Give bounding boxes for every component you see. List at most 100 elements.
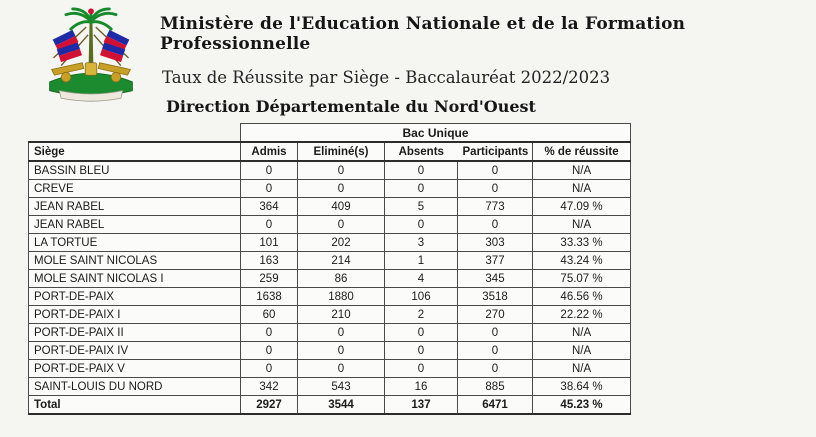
value-cell: 259: [240, 269, 298, 288]
value-cell: 0: [240, 359, 298, 378]
corner-empty-cell: [29, 124, 241, 143]
siege-cell: Total: [28, 395, 241, 415]
column-header-elimines: Eliminé(s): [297, 141, 385, 162]
value-cell: 38.64 %: [531, 377, 632, 396]
value-cell: 0: [240, 160, 298, 180]
siege-cell: PORT-DE-PAIX: [28, 287, 241, 306]
value-cell: 0: [297, 160, 385, 180]
table-row: LA TORTUE 101 202 3 303 33.33 %: [28, 233, 632, 252]
table-row: PORT-DE-PAIX I 60 210 2 270 22.22 %: [28, 305, 632, 324]
value-cell: 86: [297, 269, 385, 288]
table-body: BASSIN BLEU 0 0 0 0 N/A CREVE 0 0 0 0 N/A JEAN RABEL…: [28, 160, 632, 415]
value-cell: 0: [384, 359, 458, 378]
value-cell: 0: [457, 359, 533, 378]
department-title: Direction Départementale du Nord'Ouest: [166, 97, 536, 116]
flags-left-shape: [52, 26, 89, 67]
value-cell: 345: [457, 269, 533, 288]
value-cell: N/A: [531, 179, 632, 198]
value-cell: 0: [240, 215, 298, 234]
value-cell: N/A: [531, 215, 632, 234]
value-cell: N/A: [531, 160, 632, 180]
value-cell: 0: [297, 179, 385, 198]
column-header-admis: Admis: [240, 141, 298, 162]
value-cell: 0: [297, 323, 385, 342]
document-header: Ministère de l'Education Nationale et de…: [0, 0, 816, 116]
value-cell: 46.56 %: [531, 287, 632, 306]
siege-cell: PORT-DE-PAIX I: [28, 305, 241, 324]
value-cell: 0: [384, 323, 458, 342]
value-cell: 885: [457, 377, 533, 396]
table-row: JEAN RABEL 0 0 0 0 N/A: [28, 215, 632, 234]
column-header-reussite: % de réussite: [531, 141, 632, 162]
value-cell: 0: [384, 160, 458, 180]
siege-cell: LA TORTUE: [28, 233, 241, 252]
siege-cell: SAINT-LOUIS DU NORD: [28, 377, 241, 396]
value-cell: 1880: [297, 287, 385, 306]
value-cell: 364: [240, 197, 298, 216]
value-cell: 75.07 %: [531, 269, 632, 288]
value-cell: N/A: [531, 359, 632, 378]
value-cell: 0: [457, 179, 533, 198]
value-cell: 0: [297, 215, 385, 234]
value-cell: 377: [457, 251, 533, 270]
value-cell: 43.24 %: [531, 251, 632, 270]
siege-cell: JEAN RABEL: [28, 197, 241, 216]
value-cell: 6471: [457, 395, 533, 415]
value-cell: 0: [297, 341, 385, 360]
group-header-bac-unique: Bac Unique: [239, 123, 632, 143]
table-row: PORT-DE-PAIX II 0 0 0 0 N/A: [28, 323, 632, 342]
flags-right-shape: [93, 26, 130, 67]
value-cell: 45.23 %: [531, 395, 632, 415]
value-cell: 4: [384, 269, 458, 288]
siege-cell: BASSIN BLEU: [28, 160, 241, 180]
table-row: PORT-DE-PAIX 1638 1880 106 3518 46.56 %: [28, 287, 632, 306]
column-header-participants: Participants: [457, 141, 533, 162]
value-cell: 0: [297, 359, 385, 378]
palm-trunk-shape: [88, 19, 94, 72]
siege-cell: MOLE SAINT NICOLAS: [28, 251, 241, 270]
value-cell: 409: [297, 197, 385, 216]
table-row: MOLE SAINT NICOLAS 163 214 1 377 43.24 %: [28, 251, 632, 270]
value-cell: 270: [457, 305, 533, 324]
value-cell: 202: [297, 233, 385, 252]
table-row: PORT-DE-PAIX V 0 0 0 0 N/A: [28, 359, 632, 378]
value-cell: 543: [297, 377, 385, 396]
value-cell: 0: [457, 341, 533, 360]
title-block: Ministère de l'Education Nationale et de…: [160, 6, 816, 116]
value-cell: 1: [384, 251, 458, 270]
value-cell: 47.09 %: [531, 197, 632, 216]
cannons-shape: [51, 62, 131, 83]
column-header-siege: Siège: [28, 141, 241, 162]
ministry-title: Ministère de l'Education Nationale et de…: [160, 14, 686, 54]
value-cell: N/A: [531, 323, 632, 342]
value-cell: 773: [457, 197, 533, 216]
value-cell: 0: [240, 323, 298, 342]
table-row: BASSIN BLEU 0 0 0 0 N/A: [28, 160, 632, 180]
value-cell: 0: [240, 341, 298, 360]
column-header-row: Siège Admis Eliminé(s) Absents Participa…: [28, 141, 632, 162]
value-cell: 106: [384, 287, 458, 306]
value-cell: 0: [457, 323, 533, 342]
siege-cell: JEAN RABEL: [28, 215, 241, 234]
value-cell: 0: [384, 179, 458, 198]
value-cell: 0: [240, 179, 298, 198]
value-cell: 303: [457, 233, 533, 252]
column-header-absents: Absents: [384, 141, 458, 162]
total-row: Total 2927 3544 137 6471 45.23 %: [28, 395, 632, 415]
value-cell: 0: [457, 215, 533, 234]
table-row: SAINT-LOUIS DU NORD 342 543 16 885 38.64 %: [28, 377, 632, 396]
group-header-row: Bac Unique: [29, 123, 632, 143]
haiti-coat-of-arms-logo: [49, 7, 133, 102]
value-cell: 101: [240, 233, 298, 252]
value-cell: 0: [457, 160, 533, 180]
motto-ribbon-shape: [58, 90, 124, 102]
siege-cell: PORT-DE-PAIX V: [28, 359, 241, 378]
value-cell: 163: [240, 251, 298, 270]
value-cell: 3544: [297, 395, 385, 415]
results-table: Bac Unique Siège Admis Eliminé(s) Absent…: [28, 123, 632, 415]
table-row: PORT-DE-PAIX IV 0 0 0 0 N/A: [28, 341, 632, 360]
value-cell: 3: [384, 233, 458, 252]
value-cell: 3518: [457, 287, 533, 306]
siege-cell: PORT-DE-PAIX II: [28, 323, 241, 342]
value-cell: 1638: [240, 287, 298, 306]
